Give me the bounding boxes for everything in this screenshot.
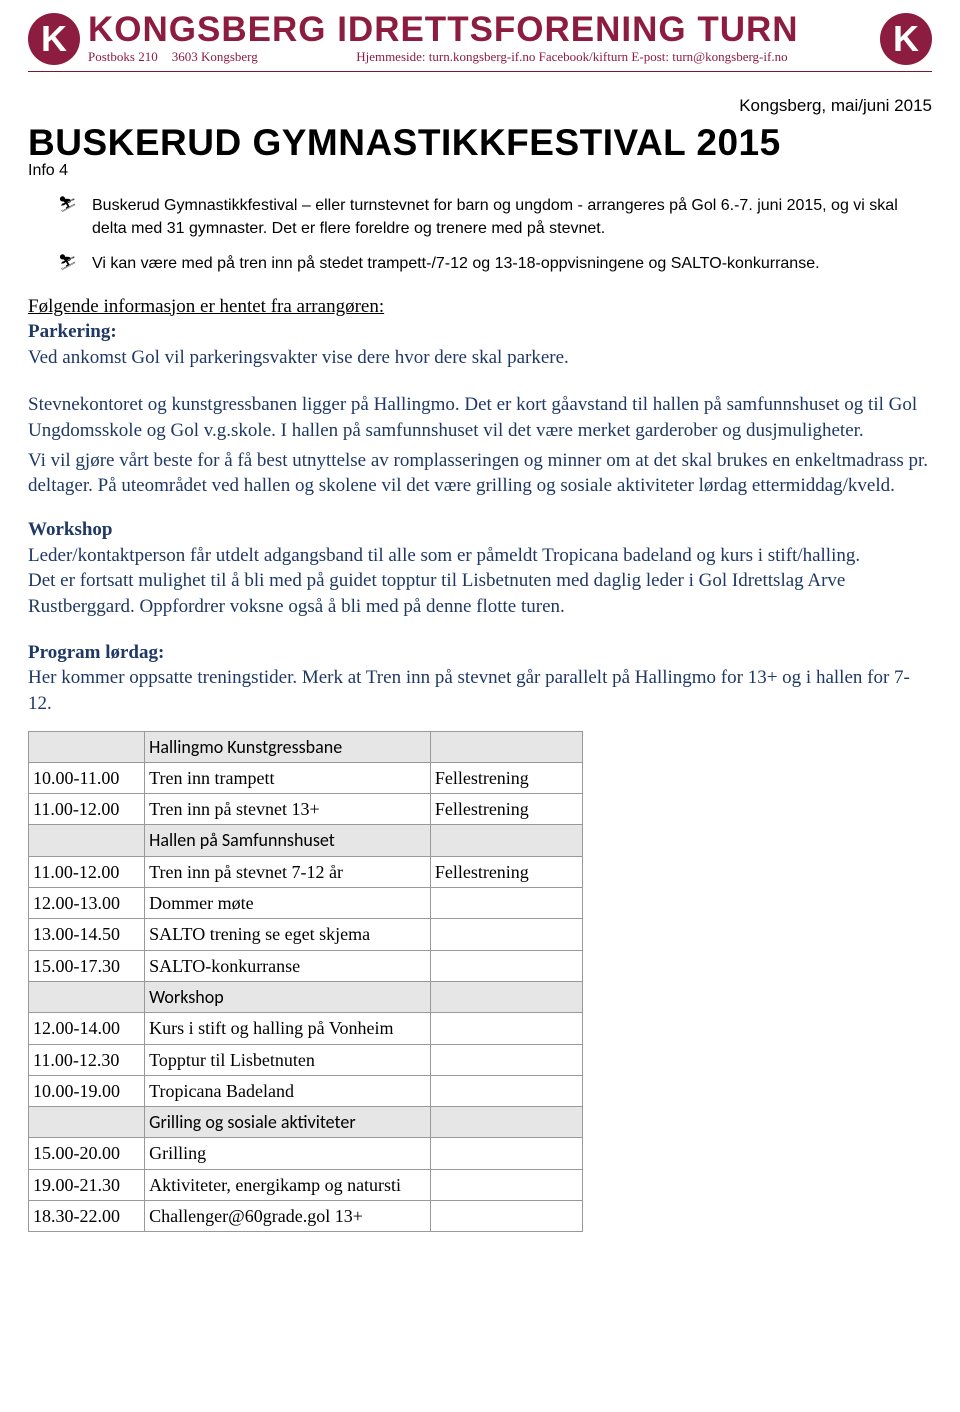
cell-type <box>430 1107 582 1138</box>
cell-type <box>430 919 582 950</box>
cell-activity: Tren inn på stevnet 13+ <box>145 794 431 825</box>
schedule-table: Hallingmo Kunstgressbane10.00-11.00Tren … <box>28 731 583 1233</box>
schedule-tbody: Hallingmo Kunstgressbane10.00-11.00Tren … <box>29 731 583 1232</box>
cell-type <box>430 1200 582 1231</box>
workshop-text-2: Det er fortsatt mulighet til å bli med p… <box>28 570 845 617</box>
info-label: Info 4 <box>28 162 932 180</box>
cell-activity: Tren inn på stevnet 7-12 år <box>145 856 431 887</box>
program-intro: Her kommer oppsatte treningstider. Merk … <box>28 667 910 714</box>
parkering-heading: Parkering: <box>28 321 117 342</box>
bullet-item: Buskerud Gymnastikkfestival – eller turn… <box>92 194 932 240</box>
cell-type <box>430 981 582 1012</box>
cell-time: 11.00-12.00 <box>29 794 145 825</box>
cell-activity: Hallen på Samfunnshuset <box>145 825 431 856</box>
cell-time: 11.00-12.30 <box>29 1044 145 1075</box>
header: K KONGSBERG IDRETTSFORENING TURN Postbok… <box>28 12 932 72</box>
workshop-text-1: Leder/kontaktperson får utdelt adgangsba… <box>28 545 860 566</box>
cell-activity: Grilling og sosiale aktiviteter <box>145 1107 431 1138</box>
cell-type <box>430 825 582 856</box>
cell-type <box>430 1075 582 1106</box>
cell-type <box>430 1044 582 1075</box>
cell-activity: Aktiviteter, energikamp og natursti <box>145 1169 431 1200</box>
parkering-text: Ved ankomst Gol vil parkeringsvakter vis… <box>28 347 569 368</box>
table-row: 11.00-12.00Tren inn på stevnet 13+Felles… <box>29 794 583 825</box>
program-heading: Program lørdag: <box>28 642 164 663</box>
romplass-para: Vi vil gjøre vårt beste for å få best ut… <box>28 448 932 499</box>
header-subline: Postboks 210 3603 Kongsberg Hjemmeside: … <box>88 49 872 65</box>
header-center: KONGSBERG IDRETTSFORENING TURN Postboks … <box>80 12 880 65</box>
table-row: Workshop <box>29 981 583 1012</box>
date-line: Kongsberg, mai/juni 2015 <box>28 96 932 116</box>
cell-activity: SALTO-konkurranse <box>145 950 431 981</box>
cell-activity: Challenger@60grade.gol 13+ <box>145 1200 431 1231</box>
cell-activity: Kurs i stift og halling på Vonheim <box>145 1013 431 1044</box>
header-web: Hjemmeside: turn.kongsberg-if.no Faceboo… <box>272 49 872 65</box>
table-row: 11.00-12.00Tren inn på stevnet 7-12 årFe… <box>29 856 583 887</box>
cell-activity: Tren inn trampett <box>145 762 431 793</box>
cell-time: 13.00-14.50 <box>29 919 145 950</box>
cell-time: 15.00-20.00 <box>29 1138 145 1169</box>
table-row: Hallingmo Kunstgressbane <box>29 731 583 762</box>
cell-time: 12.00-13.00 <box>29 888 145 919</box>
cell-time: 10.00-19.00 <box>29 1075 145 1106</box>
cell-type: Fellestrening <box>430 794 582 825</box>
bullet-list: Buskerud Gymnastikkfestival – eller turn… <box>28 194 932 276</box>
cell-type: Fellestrening <box>430 762 582 793</box>
bullet-item: Vi kan være med på tren inn på stedet tr… <box>92 252 932 275</box>
cell-time: 11.00-12.00 <box>29 856 145 887</box>
org-title: KONGSBERG IDRETTSFORENING TURN <box>88 12 872 47</box>
cell-type <box>430 1013 582 1044</box>
logo-right: K <box>880 13 932 65</box>
cell-time <box>29 731 145 762</box>
cell-type <box>430 1138 582 1169</box>
page-title: BUSKERUD GYMNASTIKKFESTIVAL 2015 <box>28 122 932 164</box>
table-row: 11.00-12.30Topptur til Lisbetnuten <box>29 1044 583 1075</box>
cell-time <box>29 825 145 856</box>
logo-left: K <box>28 13 80 65</box>
header-address-2: 3603 Kongsberg <box>172 49 258 65</box>
workshop-heading: Workshop <box>28 519 112 540</box>
stevne-para: Stevnekontoret og kunstgressbanen ligger… <box>28 392 932 443</box>
cell-activity: Topptur til Lisbetnuten <box>145 1044 431 1075</box>
following-info-label: Følgende informasjon er hentet fra arran… <box>28 296 384 317</box>
cell-type <box>430 950 582 981</box>
table-row: 18.30-22.00Challenger@60grade.gol 13+ <box>29 1200 583 1231</box>
cell-time: 19.00-21.30 <box>29 1169 145 1200</box>
table-row: 19.00-21.30Aktiviteter, energikamp og na… <box>29 1169 583 1200</box>
table-row: 15.00-17.30SALTO-konkurranse <box>29 950 583 981</box>
cell-activity: Grilling <box>145 1138 431 1169</box>
table-row: Grilling og sosiale aktiviteter <box>29 1107 583 1138</box>
cell-type <box>430 731 582 762</box>
cell-activity: Dommer møte <box>145 888 431 919</box>
table-row: 15.00-20.00Grilling <box>29 1138 583 1169</box>
table-row: 13.00-14.50SALTO trening se eget skjema <box>29 919 583 950</box>
cell-time <box>29 981 145 1012</box>
cell-activity: Tropicana Badeland <box>145 1075 431 1106</box>
table-row: 12.00-14.00Kurs i stift og halling på Vo… <box>29 1013 583 1044</box>
cell-type <box>430 888 582 919</box>
cell-activity: Hallingmo Kunstgressbane <box>145 731 431 762</box>
cell-time <box>29 1107 145 1138</box>
table-row: 10.00-19.00Tropicana Badeland <box>29 1075 583 1106</box>
cell-time: 18.30-22.00 <box>29 1200 145 1231</box>
cell-time: 10.00-11.00 <box>29 762 145 793</box>
header-address-1: Postboks 210 <box>88 49 158 65</box>
cell-time: 12.00-14.00 <box>29 1013 145 1044</box>
table-row: 10.00-11.00Tren inn trampettFellestrenin… <box>29 762 583 793</box>
cell-time: 15.00-17.30 <box>29 950 145 981</box>
cell-activity: SALTO trening se eget skjema <box>145 919 431 950</box>
cell-type <box>430 1169 582 1200</box>
table-row: 12.00-13.00Dommer møte <box>29 888 583 919</box>
cell-type: Fellestrening <box>430 856 582 887</box>
table-row: Hallen på Samfunnshuset <box>29 825 583 856</box>
cell-activity: Workshop <box>145 981 431 1012</box>
